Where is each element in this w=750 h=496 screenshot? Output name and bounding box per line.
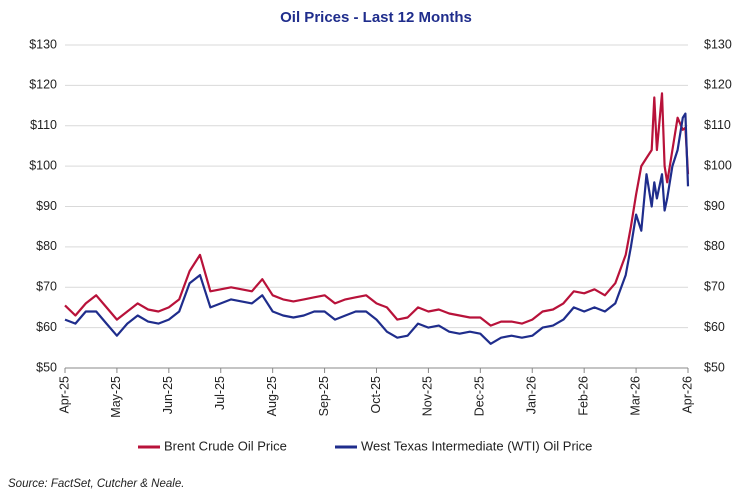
x-tick-label: Jul-25 (213, 376, 227, 410)
x-tick-label: Apr-25 (57, 376, 71, 414)
y-tick-label: $70 (36, 280, 57, 294)
series-line (64, 92, 690, 327)
y-tick-label: $120 (29, 78, 57, 92)
x-tick-label: Jan-26 (525, 376, 539, 414)
y2-tick-label: $80 (704, 239, 725, 253)
y-tick-label: $130 (29, 37, 57, 51)
y-tick-label: $50 (36, 360, 57, 374)
x-tick-label: Oct-25 (369, 376, 383, 414)
legend-label: Brent Crude Oil Price (164, 438, 287, 453)
x-tick-label: Apr-26 (680, 376, 694, 414)
x-tick-label: May-25 (109, 376, 123, 418)
source-note: Source: FactSet, Cutcher & Neale. (8, 478, 184, 490)
y-tick-label: $60 (36, 320, 57, 334)
y2-tick-label: $70 (704, 280, 725, 294)
y2-tick-label: $120 (704, 78, 732, 92)
x-tick-label: Aug-25 (265, 376, 279, 416)
x-tick-label: Dec-25 (473, 376, 487, 416)
y2-tick-label: $90 (704, 199, 725, 213)
y2-tick-label: $60 (704, 320, 725, 334)
y2-tick-label: $100 (704, 158, 732, 172)
y2-tick-label: $110 (704, 118, 731, 132)
y-tick-label: $80 (36, 239, 57, 253)
y-tick-label: $110 (30, 118, 57, 132)
legend-label: West Texas Intermediate (WTI) Oil Price (361, 438, 592, 453)
x-tick-label: Feb-26 (576, 376, 590, 416)
y-tick-label: $90 (36, 199, 57, 213)
x-tick-label: Mar-26 (628, 376, 642, 416)
y-tick-label: $100 (29, 158, 57, 172)
x-tick-label: Jun-25 (161, 376, 175, 414)
x-tick-label: Nov-25 (421, 376, 435, 416)
x-tick-label: Sep-25 (317, 376, 331, 416)
chart-title: Oil Prices - Last 12 Months (280, 9, 472, 26)
series-line (64, 112, 690, 345)
y2-tick-label: $50 (704, 360, 725, 374)
y2-tick-label: $130 (704, 37, 732, 51)
